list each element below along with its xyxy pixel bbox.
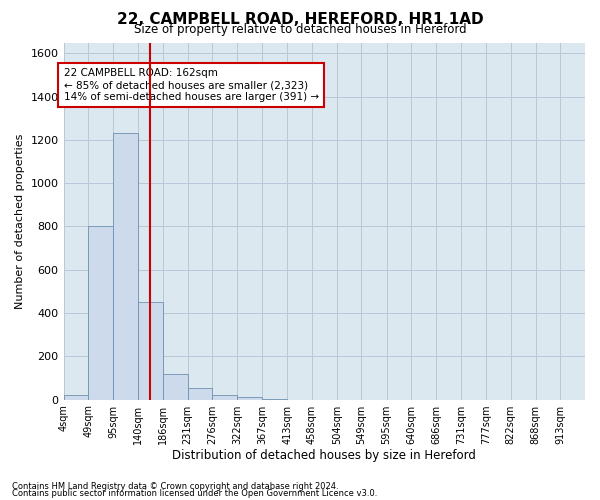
Text: Contains public sector information licensed under the Open Government Licence v3: Contains public sector information licen… [12,489,377,498]
X-axis label: Distribution of detached houses by size in Hereford: Distribution of detached houses by size … [172,450,476,462]
Text: 22, CAMPBELL ROAD, HEREFORD, HR1 1AD: 22, CAMPBELL ROAD, HEREFORD, HR1 1AD [116,12,484,28]
Bar [88,226,113,400]
Text: Contains HM Land Registry data © Crown copyright and database right 2024.: Contains HM Land Registry data © Crown c… [12,482,338,491]
Bar [163,374,188,400]
Bar [262,398,287,400]
Bar [188,388,212,400]
Text: 22 CAMPBELL ROAD: 162sqm
← 85% of detached houses are smaller (2,323)
14% of sem: 22 CAMPBELL ROAD: 162sqm ← 85% of detach… [64,68,319,102]
Y-axis label: Number of detached properties: Number of detached properties [15,134,25,308]
Bar [64,396,88,400]
Bar [138,302,163,400]
Bar [113,134,138,400]
Bar [212,396,238,400]
Text: Size of property relative to detached houses in Hereford: Size of property relative to detached ho… [134,22,466,36]
Bar [238,398,262,400]
